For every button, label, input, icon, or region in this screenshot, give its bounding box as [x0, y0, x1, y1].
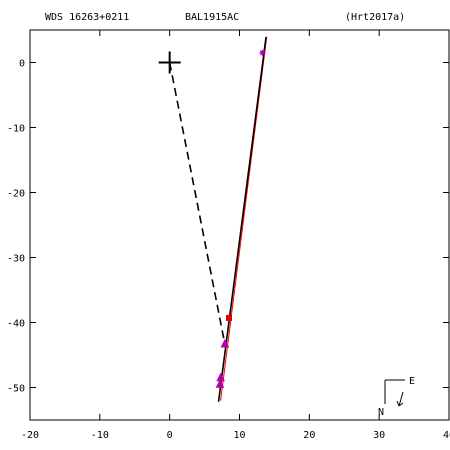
y-tick-label: -20 — [7, 189, 25, 200]
y-tick-label: -30 — [7, 254, 25, 265]
observation-asterisk — [259, 49, 266, 56]
plot-frame — [29, 29, 450, 421]
x-tick-label: 20 — [303, 430, 315, 441]
x-tick-label: 10 — [233, 430, 245, 441]
reference-label: (Hrt2017a) — [345, 12, 405, 23]
wds-label: WDS 16263+0211 — [45, 12, 129, 23]
orbit-line — [217, 37, 267, 402]
y-tick-label: 0 — [19, 59, 25, 70]
x-tick-label: -20 — [21, 430, 39, 441]
observation-triangle — [220, 338, 230, 348]
y-tick-label: -40 — [7, 319, 25, 330]
compass-north-label: N — [378, 407, 384, 418]
y-tick-label: -50 — [7, 384, 25, 395]
y-tick-label: -10 — [7, 124, 25, 135]
compass-motion-arrow — [396, 391, 404, 407]
plot-marks — [158, 36, 268, 402]
compass: E N — [378, 376, 415, 418]
compass-east-label: E — [409, 376, 415, 387]
observation-square — [226, 314, 233, 321]
x-tick-label: 0 — [167, 430, 173, 441]
residual-line — [220, 36, 268, 401]
discoverer-label: BAL1915AC — [185, 12, 239, 23]
x-tick-label: -10 — [91, 430, 109, 441]
axis-ticks: -20 -10 0 10 20 30 40 0 -10 -20 -30 -40 -50 — [7, 30, 450, 441]
x-tick-label: 40 — [443, 430, 450, 441]
x-tick-label: 30 — [373, 430, 385, 441]
observation-triangle — [215, 379, 225, 388]
dashed-node-line — [168, 62, 226, 345]
